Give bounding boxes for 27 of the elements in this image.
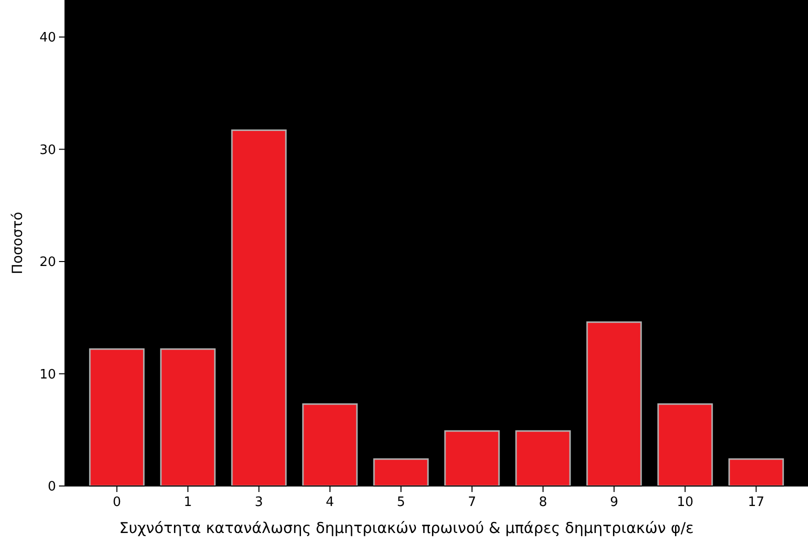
x-tick-label: 8: [538, 495, 548, 510]
bar: [444, 430, 500, 487]
bar: [373, 458, 429, 487]
y-tick-label: 20: [39, 255, 56, 270]
y-axis-title: Ποσοστό: [10, 212, 26, 274]
x-tick-label: 7: [468, 495, 476, 510]
y-tick-label: 40: [39, 30, 56, 46]
x-axis-title: Συχνότητα κατανάλωσης δημητριακών πρωινού & μπάρες δημητριακών φ/ε: [119, 519, 694, 537]
x-tick-label: 9: [610, 495, 618, 510]
y-tick-label: 30: [39, 142, 56, 158]
bar: [657, 403, 713, 487]
x-tick-label: 5: [396, 495, 406, 510]
x-tick-label: 1: [184, 495, 192, 510]
bar: [728, 458, 784, 487]
bar: [160, 348, 216, 487]
bar: [302, 403, 358, 487]
x-tick-label: 3: [254, 495, 264, 510]
bar: [89, 348, 145, 487]
x-tick-label: 4: [326, 495, 334, 510]
bar: [586, 321, 642, 487]
x-tick-label: 0: [112, 495, 121, 510]
y-tick-label: 10: [39, 367, 56, 382]
y-tick-label: 0: [48, 480, 56, 495]
x-tick-label: 17: [748, 495, 764, 510]
bar: [231, 129, 287, 487]
bar: [515, 430, 571, 487]
x-tick-label: 10: [676, 495, 694, 510]
